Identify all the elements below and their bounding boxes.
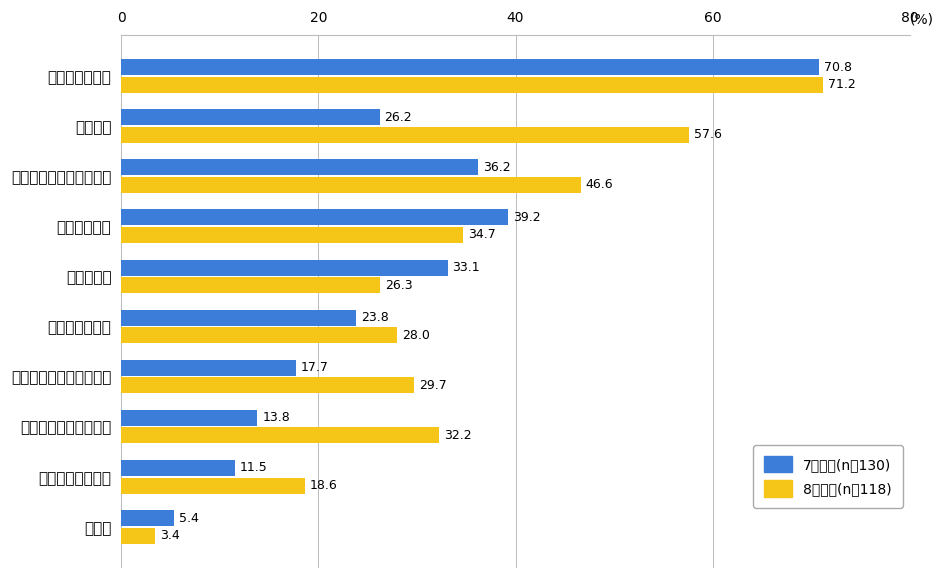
Text: 46.6: 46.6 — [585, 178, 613, 191]
Bar — [121, 177, 580, 193]
Text: 57.6: 57.6 — [693, 128, 721, 141]
Bar — [121, 59, 818, 75]
Bar — [121, 127, 688, 143]
Bar — [121, 427, 438, 444]
Text: 17.7: 17.7 — [300, 361, 329, 374]
Text: 33.1: 33.1 — [452, 261, 480, 274]
Bar — [121, 410, 257, 426]
Text: 11.5: 11.5 — [239, 461, 267, 474]
Text: 32.2: 32.2 — [443, 429, 471, 442]
Bar — [121, 510, 175, 526]
Bar — [121, 159, 478, 175]
Text: 29.7: 29.7 — [418, 379, 447, 392]
Bar — [121, 277, 380, 293]
Bar — [121, 210, 507, 225]
Bar — [121, 527, 155, 544]
Text: 23.8: 23.8 — [361, 311, 388, 324]
Bar — [121, 227, 463, 243]
Bar — [121, 360, 295, 376]
Bar — [121, 327, 396, 343]
Text: 71.2: 71.2 — [827, 78, 855, 91]
Bar — [121, 259, 447, 276]
Bar — [121, 378, 413, 393]
Text: (%): (%) — [909, 13, 933, 27]
Text: 70.8: 70.8 — [823, 61, 851, 74]
Text: 34.7: 34.7 — [467, 229, 496, 241]
Text: 39.2: 39.2 — [512, 211, 540, 224]
Bar — [121, 109, 379, 125]
Text: 3.4: 3.4 — [160, 529, 179, 542]
Bar — [121, 310, 356, 325]
Text: 28.0: 28.0 — [402, 329, 430, 342]
Text: 36.2: 36.2 — [482, 161, 510, 174]
Text: 26.3: 26.3 — [385, 278, 413, 292]
Bar — [121, 478, 304, 493]
Text: 18.6: 18.6 — [310, 479, 337, 492]
Bar — [121, 460, 234, 476]
Text: 26.2: 26.2 — [384, 111, 412, 124]
Legend: 7歳以下(n＝130), 8歳以上(n＝118): 7歳以下(n＝130), 8歳以上(n＝118) — [752, 445, 902, 508]
Text: 13.8: 13.8 — [261, 411, 290, 424]
Text: 5.4: 5.4 — [179, 512, 199, 525]
Bar — [121, 76, 822, 93]
